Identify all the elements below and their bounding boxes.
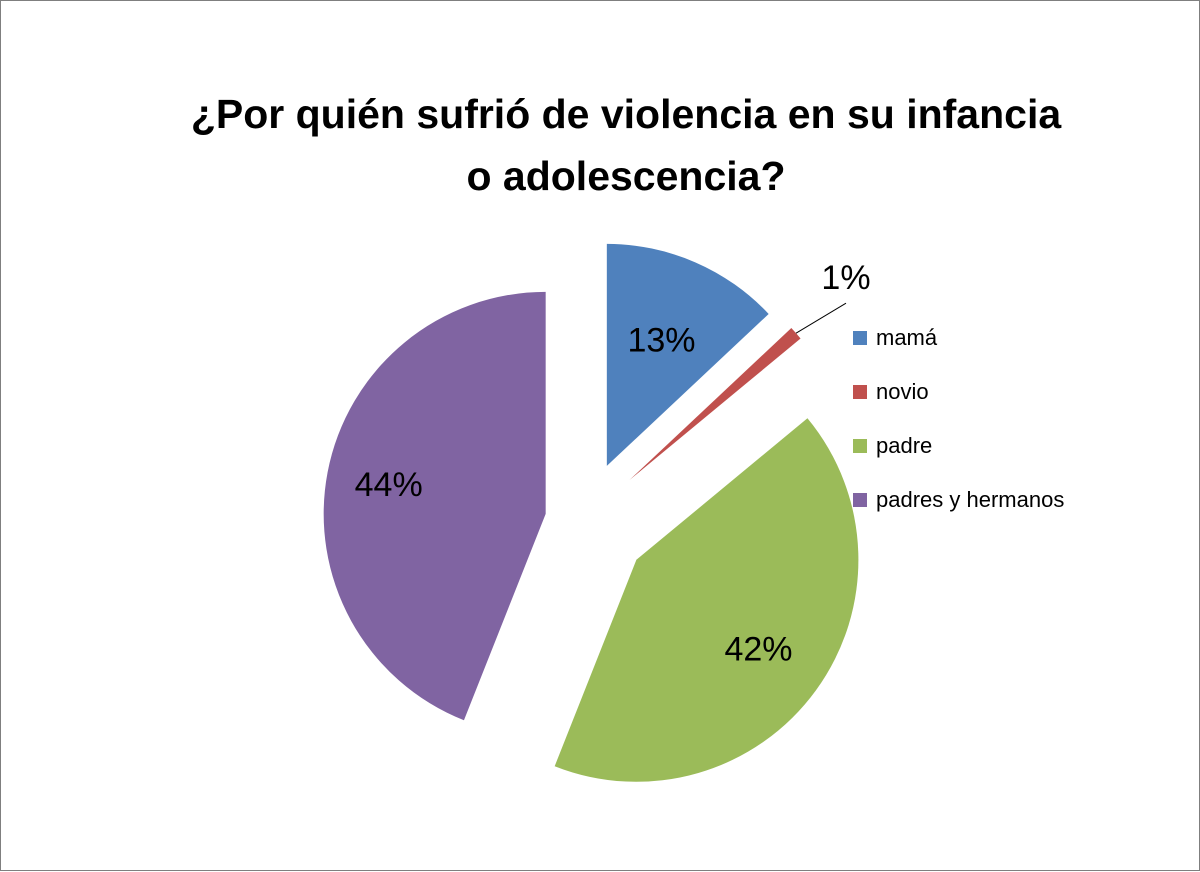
legend-label-padres-y-hermanos: padres y hermanos bbox=[876, 487, 1065, 512]
legend: mamá novio padre padres y hermanos bbox=[853, 311, 1064, 527]
legend-item-mama: mamá bbox=[853, 311, 1064, 365]
data-label-padres-y-hermanos: 44% bbox=[355, 466, 423, 504]
legend-item-padre: padre bbox=[853, 419, 1064, 473]
legend-label-padre: padre bbox=[876, 433, 933, 458]
pie-slices bbox=[323, 243, 859, 782]
pie-data-labels: 13% 1% 42% 44% bbox=[355, 259, 871, 668]
pie-slice-padres-y-hermanos bbox=[323, 291, 546, 721]
legend-swatch-novio bbox=[853, 385, 867, 399]
data-label-padre: 42% bbox=[724, 631, 792, 669]
legend-swatch-padre bbox=[853, 439, 867, 453]
data-label-novio: 1% bbox=[821, 259, 870, 297]
legend-item-padres-y-hermanos: padres y hermanos bbox=[853, 473, 1064, 527]
legend-label-novio: novio bbox=[876, 379, 929, 404]
pie-slice-novio bbox=[629, 328, 801, 480]
pie-slice-mama bbox=[606, 243, 769, 466]
data-label-mama: 13% bbox=[627, 322, 695, 360]
legend-label-mama: mamá bbox=[876, 325, 938, 350]
legend-swatch-mama bbox=[853, 331, 867, 345]
chart-title-line-2: o adolescencia? bbox=[466, 153, 786, 199]
legend-swatch-padres-y-hermanos bbox=[853, 493, 867, 507]
legend-item-novio: novio bbox=[853, 365, 1064, 419]
leader-line-novio bbox=[795, 302, 847, 334]
pie-slice-padre bbox=[554, 418, 859, 782]
chart-title-line-1: ¿Por quién sufrió de violencia en su inf… bbox=[190, 91, 1062, 137]
chart-title: ¿Por quién sufrió de violencia en su inf… bbox=[111, 83, 1141, 207]
